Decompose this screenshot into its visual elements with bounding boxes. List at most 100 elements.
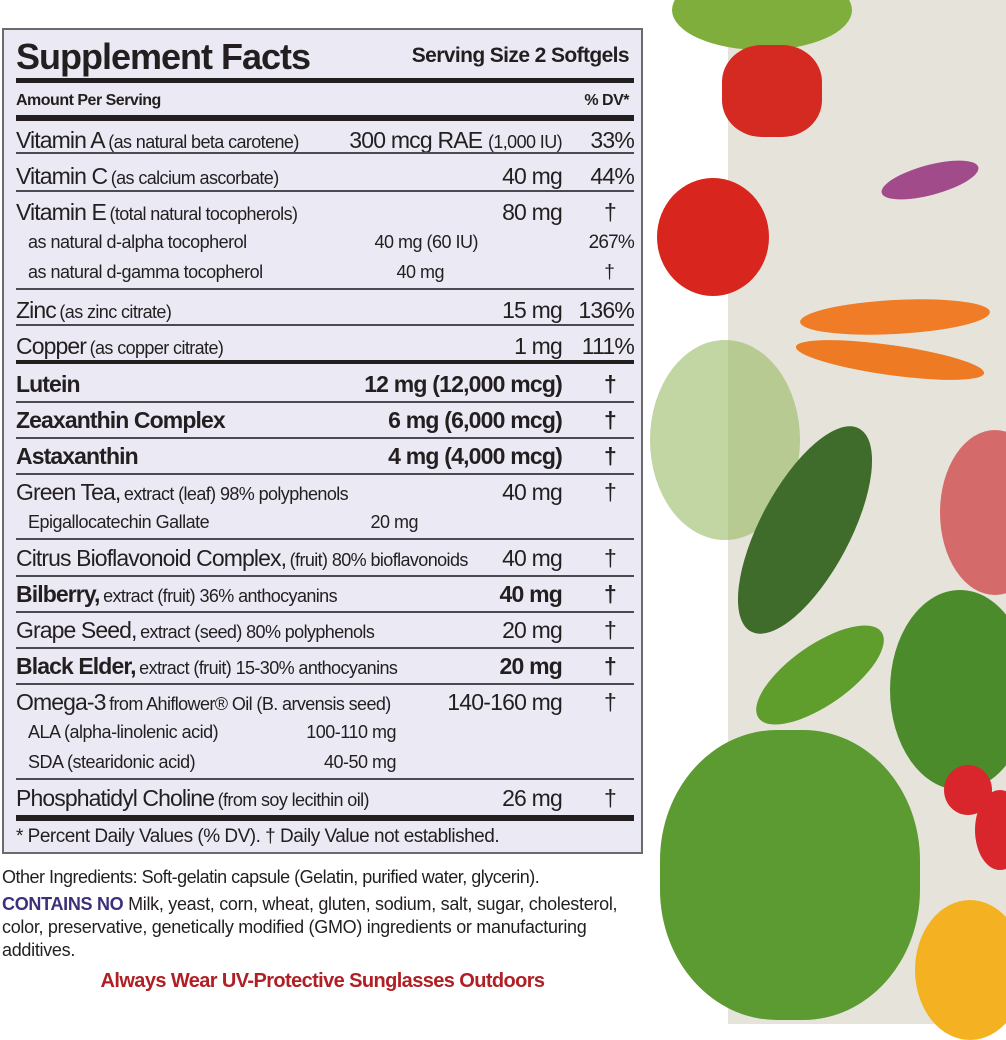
contains-no-heading: CONTAINS NO: [2, 894, 124, 914]
nutrient-name: Zinc: [16, 297, 57, 323]
nutrient-amount: 140-160 mg: [447, 689, 563, 715]
row-divider: [16, 611, 634, 613]
nutrient-amount: 1 mg: [514, 333, 563, 359]
nutrient-detail: extract (leaf) 98% polyphenols: [123, 484, 349, 504]
nutrient-name: Phosphatidyl Choline: [16, 785, 215, 811]
nutrient-row: Astaxanthin 4 mg (4,000 mcg) †: [16, 440, 634, 475]
greens-shape: [660, 730, 920, 1020]
nutrient-name: Copper: [16, 333, 87, 359]
row-divider: [16, 324, 634, 326]
nutrient-name: Bilberry,: [16, 581, 100, 607]
sub-nutrient-amount: 40-50 mg: [323, 752, 397, 772]
nutrient-name: Citrus Bioflavonoid Complex,: [16, 545, 287, 571]
nutrient-row: Grape Seed, extract (seed) 80% polypheno…: [16, 614, 634, 649]
row-divider: [16, 575, 634, 577]
nutrient-row: Black Elder, extract (fruit) 15-30% anth…: [16, 650, 634, 685]
row-divider: [16, 401, 634, 403]
nutrient-detail: (total natural tocopherols): [109, 204, 298, 224]
nutrient-amount: 6 mg (6,000 mcg): [388, 407, 563, 433]
nutrient-detail: (as natural beta carotene): [108, 132, 299, 152]
nutrient-name: Grape Seed,: [16, 617, 137, 643]
nutrient-row: Citrus Bioflavonoid Complex, (fruit) 80%…: [16, 542, 634, 577]
row-divider: [16, 360, 634, 364]
nutrient-detail: (from soy lecithin oil): [217, 790, 370, 810]
nutrient-amount: 20 mg: [499, 653, 563, 679]
nutrient-row: Phosphatidyl Choline (from soy lecithin …: [16, 782, 634, 816]
sub-nutrient-name: as natural d-gamma tocopherol: [28, 262, 263, 282]
nutrient-amount: 40 mg: [502, 545, 563, 571]
row-divider: [16, 152, 634, 154]
sub-nutrient-amount: 20 mg: [370, 512, 418, 532]
sub-nutrient-name: ALA (alpha-linolenic acid): [28, 722, 219, 742]
row-divider: [16, 647, 634, 649]
nutrient-dv: †: [604, 581, 617, 607]
nutrient-detail: extract (fruit) 36% anthocyanins: [103, 586, 338, 606]
nutrient-row: Bilberry, extract (fruit) 36% anthocyani…: [16, 578, 634, 613]
dv-header: % DV*: [584, 92, 629, 109]
yellow-pepper-shape: [915, 900, 1006, 1040]
nutrient-amount: 12 mg (12,000 mcg): [364, 371, 563, 397]
nutrient-dv: †: [604, 199, 617, 225]
nutrient-name: Zeaxanthin Complex: [16, 407, 226, 433]
contains-no-text: Milk, yeast, corn, wheat, gluten, sodium…: [2, 894, 618, 960]
nutrient-row: Omega-3 from Ahiflower® Oil (B. arvensis…: [16, 686, 634, 780]
nutrient-dv: 33%: [590, 127, 634, 153]
sub-nutrient-amount: 40 mg (60 IU): [374, 232, 478, 252]
nutrient-row: Green Tea, extract (leaf) 98% polyphenol…: [16, 476, 634, 540]
nutrient-amount: 300 mcg RAE: [349, 127, 483, 153]
row-divider: [16, 538, 634, 540]
nutrient-dv: †: [604, 443, 617, 469]
row-divider: [16, 437, 634, 439]
nutrient-dv: †: [604, 407, 617, 433]
nutrient-amount: 40 mg: [499, 581, 563, 607]
contains-no-statement: CONTAINS NO Milk, yeast, corn, wheat, gl…: [2, 893, 647, 962]
nutrient-detail: (as calcium ascorbate): [110, 168, 279, 188]
nutrient-amount: 80 mg: [502, 199, 563, 225]
tomato-shape: [657, 178, 769, 296]
nutrient-amount: 26 mg: [502, 785, 563, 811]
thick-divider: [16, 78, 634, 83]
nutrient-amount: 20 mg: [502, 617, 563, 643]
nutrient-dv: †: [604, 617, 617, 643]
nutrient-name: Omega-3: [16, 689, 106, 715]
nutrient-dv: 111%: [581, 333, 635, 359]
sunglasses-warning: Always Wear UV-Protective Sunglasses Out…: [100, 970, 546, 992]
sub-nutrient-amount: 40 mg: [396, 262, 444, 282]
thick-divider: [16, 115, 634, 121]
nutrient-detail: (as zinc citrate): [59, 302, 172, 322]
sub-nutrient-name: SDA (stearidonic acid): [28, 752, 196, 772]
nutrient-row: Vitamin C (as calcium ascorbate) 40 mg 44%: [16, 160, 635, 192]
amount-per-serving-label: Amount Per Serving: [16, 92, 161, 109]
row-divider: [16, 473, 634, 475]
row-divider: [16, 288, 634, 290]
nutrient-row: Vitamin E (total natural tocopherols) 80 …: [16, 196, 635, 290]
row-divider: [16, 190, 634, 192]
nutrient-dv: 44%: [590, 163, 634, 189]
other-ingredients: Other Ingredients: Soft-gelatin capsule …: [2, 867, 540, 887]
nutrient-dv: †: [604, 689, 617, 715]
nutrient-dv: †: [604, 785, 617, 811]
nutrient-dv: †: [604, 371, 617, 397]
nutrient-row: Zinc (as zinc citrate) 15 mg 136%: [16, 294, 635, 326]
nutrient-detail: extract (fruit) 15-30% anthocyanins: [139, 658, 398, 678]
nutrient-detail: extract (seed) 80% polyphenols: [140, 622, 375, 642]
nutrient-amount: 4 mg (4,000 mcg): [388, 443, 563, 469]
supplement-facts-panel: Supplement Facts Serving Size 2 Softgels…: [2, 28, 643, 854]
nutrient-name: Vitamin A: [16, 127, 106, 153]
nutrient-name: Green Tea,: [16, 479, 121, 505]
nutrient-name: Black Elder,: [16, 653, 137, 679]
nutrient-row: Lutein 12 mg (12,000 mcg) †: [16, 368, 634, 403]
sub-nutrient-dv: 267%: [588, 232, 635, 253]
sub-nutrient-name: as natural d-alpha tocopherol: [28, 232, 247, 252]
panel-title: Supplement Facts: [16, 36, 311, 77]
nutrient-detail: (fruit) 80% bioflavonoids: [289, 550, 469, 570]
nutrient-row: Copper (as copper citrate) 1 mg 111%: [16, 330, 635, 364]
nutrient-amount: 40 mg: [502, 163, 563, 189]
thick-divider: [16, 815, 634, 821]
sub-nutrient-amount: 100-110 mg: [306, 722, 396, 742]
nutrient-name: Vitamin E: [16, 199, 107, 225]
sub-nutrient-name: Epigallocatechin Gallate: [28, 512, 210, 532]
nutrient-detail: from Ahiflower® Oil (B. arvensis seed): [109, 694, 391, 714]
nutrient-dv: †: [604, 545, 617, 571]
nutrient-name: Vitamin C: [16, 163, 108, 189]
